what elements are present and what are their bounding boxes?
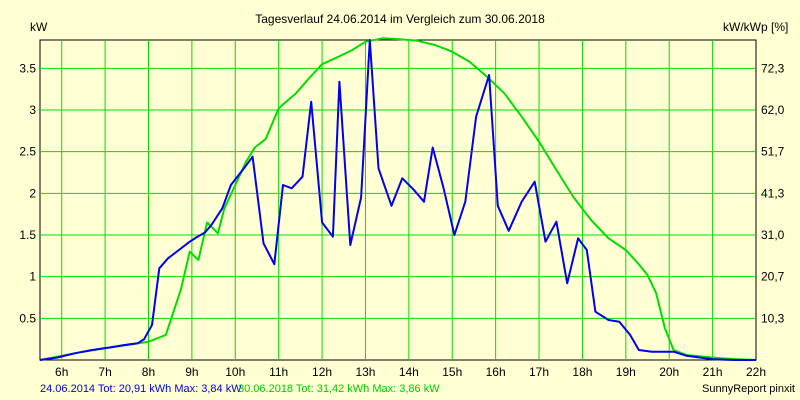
x-tick-label: 22h — [746, 365, 766, 379]
chart-title: Tagesverlauf 24.06.2014 im Vergleich zum… — [255, 12, 545, 26]
plot-frame — [39, 39, 757, 361]
y-tick-label-left: 3.5 — [19, 61, 36, 75]
y-tick-label-right: 41,3 — [761, 186, 785, 200]
chart-legend: 24.06.2014 Tot: 20,91 kWh Max: 3,84 kW 3… — [40, 383, 440, 395]
x-tick-label: 11h — [269, 365, 288, 379]
y-tick-label-left: 3 — [29, 103, 36, 117]
y-tick-label-right: 31,0 — [761, 228, 785, 242]
y-tick-label-left: 2.5 — [19, 145, 36, 159]
series-line-1 — [39, 39, 756, 361]
x-tick-label: 12h — [312, 365, 332, 379]
x-tick-label: 15h — [442, 365, 462, 379]
y-tick-label-right: 72,3 — [761, 61, 785, 75]
legend-series-2: 30.06.2018 Tot: 31,42 kWh Max: 3,86 kW — [238, 383, 440, 395]
chart-series — [39, 37, 757, 361]
x-tick-label: 20h — [659, 365, 679, 379]
y-tick-label-right: 51,7 — [761, 145, 785, 159]
x-tick-label: 18h — [572, 365, 592, 379]
x-tick-label: 21h — [703, 365, 723, 379]
legend-series-1: 24.06.2014 Tot: 20,91 kWh Max: 3,84 kW — [40, 383, 242, 395]
x-tick-label: 7h — [98, 365, 111, 379]
y-tick-label-left: 2 — [29, 186, 36, 200]
chart-ticks: 6h 7h 8h 9h 10h 11h 12h 13h 14h 15h 16h 17h 18h 19h 20… — [19, 61, 784, 379]
chart-grid — [39, 39, 757, 361]
x-tick-label: 9h — [185, 365, 198, 379]
y-tick-label-right: 62,0 — [761, 103, 785, 117]
x-tick-label: 6h — [55, 365, 68, 379]
x-tick-label: 16h — [486, 365, 506, 379]
y-tick-label-left: 0.5 — [19, 311, 36, 325]
y-tick-label-right: 20,7 — [761, 270, 785, 284]
y-axis-left-label: kW — [30, 20, 48, 34]
y-tick-label-left: 1.5 — [19, 228, 36, 242]
x-tick-label: 19h — [616, 365, 636, 379]
y-axis-right-label: kW/kWp [%] — [723, 20, 788, 34]
x-tick-label: 8h — [142, 365, 155, 379]
series-line-2 — [39, 37, 757, 361]
x-tick-label: 17h — [529, 365, 549, 379]
y-tick-label-left: 1 — [29, 270, 36, 284]
x-tick-label: 13h — [355, 365, 375, 379]
y-tick-label-right: 10,3 — [761, 311, 785, 325]
x-tick-label: 14h — [399, 365, 419, 379]
x-tick-label: 10h — [225, 365, 245, 379]
footer-brand: SunnyReport pinxit — [702, 383, 795, 395]
